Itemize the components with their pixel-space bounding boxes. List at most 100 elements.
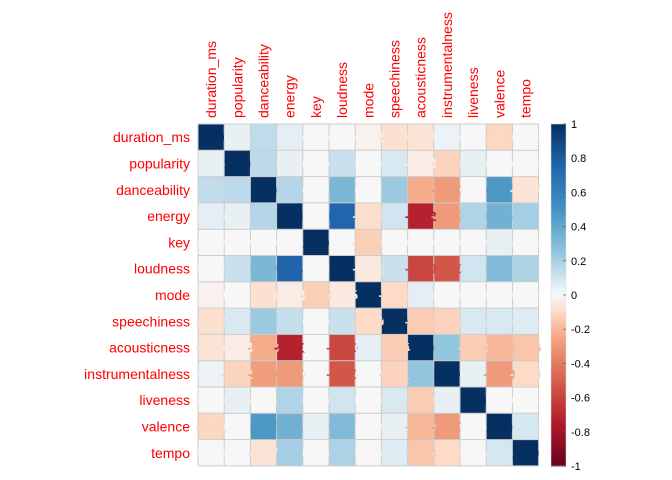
cell-tempo-loudness xyxy=(329,439,356,466)
matrix-grid xyxy=(197,123,540,467)
cell-tempo-speechiness xyxy=(381,439,408,466)
coefficient-label: 0.08 xyxy=(459,313,486,329)
cell-speechiness-danceability xyxy=(250,308,277,335)
cell-loudness-speechiness xyxy=(381,255,408,282)
colorbar-segment xyxy=(551,185,566,190)
column-label-loudness: loudness xyxy=(334,62,350,118)
cell-danceability-liveness xyxy=(460,176,487,203)
cell-valence-energy xyxy=(276,413,303,440)
coefficient-label: 1.00 xyxy=(250,182,277,198)
column-label-liveness: liveness xyxy=(465,67,481,118)
coefficient-label: 0.17 xyxy=(276,182,303,198)
colorbar-segment xyxy=(551,130,566,135)
column-label-valence: valence xyxy=(491,70,507,118)
coefficient-label: -0.29 xyxy=(483,366,515,382)
colorbar-segment xyxy=(551,370,566,375)
cell-mode-key xyxy=(302,281,329,309)
cell-acousticness-loudness xyxy=(329,334,356,361)
colorbar-segment xyxy=(551,312,566,317)
colorbar-segment xyxy=(551,301,566,306)
coefficient-label: 0.03 xyxy=(197,366,224,382)
coefficient-label: -0.14 xyxy=(457,340,489,356)
colorbar-segment xyxy=(551,356,566,361)
colorbar-segment xyxy=(551,431,566,436)
coefficient-label: -0.20 xyxy=(405,418,437,434)
cell-duration_ms-speechiness xyxy=(381,124,408,151)
cell-danceability-loudness xyxy=(329,176,356,203)
colorbar-segment xyxy=(551,192,566,197)
colorbar-segment xyxy=(551,257,566,262)
cell-popularity-danceability xyxy=(250,150,277,177)
colorbar-segment xyxy=(551,202,566,207)
cell-key-danceability xyxy=(250,229,277,256)
coefficient-label: 0.13 xyxy=(276,313,303,329)
colorbar-segment xyxy=(551,226,566,231)
colorbar-segment xyxy=(551,435,566,440)
coefficient-label: 0.08 xyxy=(224,313,251,329)
coefficient-label: 0.00 xyxy=(459,287,486,303)
cell-danceability-energy xyxy=(276,176,303,203)
cell-loudness-key xyxy=(302,255,329,282)
cell-danceability-key xyxy=(302,176,329,203)
coefficient-label: 0.00 xyxy=(224,234,251,250)
cell-mode-speechiness xyxy=(381,281,408,309)
cell-loudness-loudness xyxy=(329,255,356,282)
coefficient-label: 0.04 xyxy=(459,155,486,171)
cell-key-valence xyxy=(486,229,513,256)
cell-key-popularity xyxy=(224,229,251,256)
coefficient-label: -0.11 xyxy=(484,129,515,145)
cell-instrumentalness-loudness xyxy=(329,360,356,387)
cell-mode-popularity xyxy=(224,281,251,309)
row-label-tempo: tempo xyxy=(151,445,190,461)
colorbar-segment xyxy=(551,195,566,200)
colorbar-segment xyxy=(551,342,566,347)
coefficient-label: 1.00 xyxy=(328,261,355,277)
colorbar-segment xyxy=(551,151,566,156)
row-label-instrumentalness: instrumentalness xyxy=(84,366,190,382)
coefficient-label: 0.00 xyxy=(328,129,355,145)
coefficient-label: 0.00 xyxy=(355,392,382,408)
coefficient-label: 0.00 xyxy=(459,234,486,250)
coefficient-label: 1.00 xyxy=(224,155,251,171)
cell-mode-tempo xyxy=(512,281,539,309)
cell-liveness-acousticness xyxy=(407,387,434,414)
colorbar-segment xyxy=(551,236,566,241)
cell-key-duration_ms xyxy=(198,229,225,256)
coefficient-label: -0.53 xyxy=(326,366,358,382)
colorbar-segment xyxy=(551,165,566,170)
coefficient-label: -0.11 xyxy=(196,418,227,434)
row-labels: duration_ms popularity danceability energy k… xyxy=(84,129,190,461)
cell-valence-acousticness xyxy=(407,413,434,440)
colorbar-segment xyxy=(551,363,566,368)
coefficient-labels: 1.000.040.140.050.000.00-0.02-0.08-0.070… xyxy=(195,129,542,461)
colorbar-segment xyxy=(551,315,566,320)
coefficient-label: -0.10 xyxy=(352,313,384,329)
colorbar: 1 0.8 0.6 0.4 0.2 0 -0.2 -0.4 -0.6 -0.8 -1 xyxy=(550,119,590,473)
colorbar-segment xyxy=(551,233,566,238)
cell-danceability-tempo xyxy=(512,176,539,203)
coefficient-label: 0.05 xyxy=(355,340,382,356)
coefficient-label: 0.00 xyxy=(302,155,329,171)
coefficient-label: 0.00 xyxy=(302,366,329,382)
cell-acousticness-acousticness xyxy=(407,334,434,361)
colorbar-tick-label: -0.6 xyxy=(571,393,590,405)
coefficient-label: 0.00 xyxy=(302,129,329,145)
colorbar-segment xyxy=(551,264,566,269)
coefficient-label: 0.00 xyxy=(328,234,355,250)
coefficient-label: 0.12 xyxy=(328,313,355,329)
cell-danceability-speechiness xyxy=(381,176,408,203)
cell-duration_ms-tempo xyxy=(512,124,539,151)
coefficient-label: -0.07 xyxy=(405,129,437,145)
cell-popularity-mode xyxy=(355,150,382,177)
cell-valence-loudness xyxy=(329,413,356,440)
colorbar-segment xyxy=(551,407,566,412)
cell-popularity-key xyxy=(302,150,329,177)
colorbar-segment xyxy=(551,418,566,423)
coefficient-label: 1.00 xyxy=(486,418,513,434)
cell-mode-energy xyxy=(276,281,303,309)
cell-loudness-tempo xyxy=(512,255,539,282)
colorbar-segment xyxy=(551,308,566,313)
coefficient-label: 0.00 xyxy=(197,261,224,277)
coefficient-label: 1.00 xyxy=(407,340,434,356)
cell-acousticness-mode xyxy=(355,334,382,361)
